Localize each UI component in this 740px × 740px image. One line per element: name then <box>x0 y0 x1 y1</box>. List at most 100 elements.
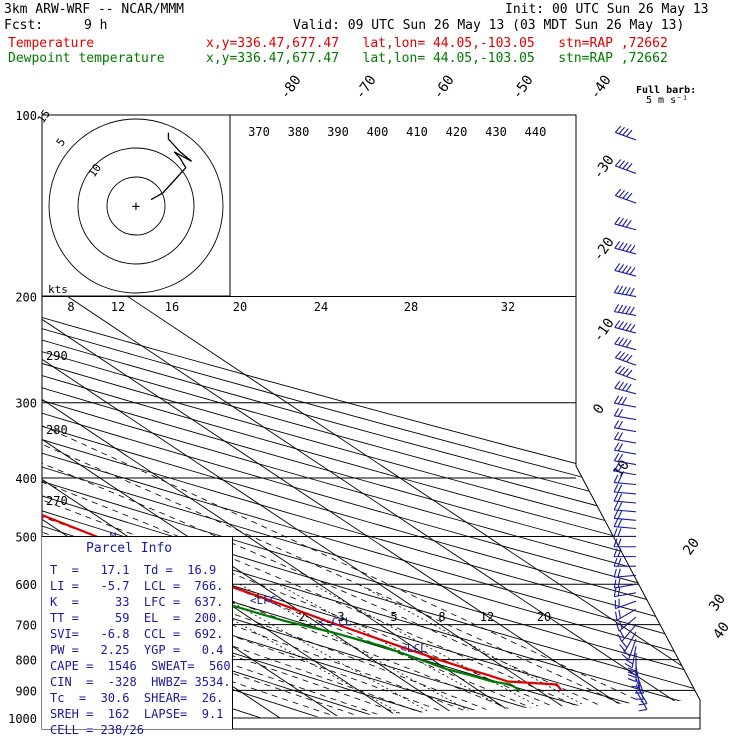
theta-label: 440 <box>525 125 547 139</box>
wind-barb <box>615 616 637 632</box>
dewpoint-profile <box>42 114 521 692</box>
wind-barb-flag <box>622 353 629 361</box>
pressure-tick-label: 900 <box>15 684 37 698</box>
wind-barb-staff <box>624 631 637 652</box>
dry-adiabat-line <box>42 114 700 719</box>
theta-label: 410 <box>406 125 428 139</box>
wind-barb-flag <box>621 322 628 330</box>
isotherm-label: 40 <box>710 619 733 642</box>
wind-barb-staff <box>614 500 637 504</box>
wind-barb-flag <box>624 662 633 669</box>
dry-adiabat-line <box>42 114 502 719</box>
wind-barb <box>614 263 637 277</box>
wind-barb-flag <box>617 578 621 588</box>
wind-barbs <box>613 125 648 712</box>
wind-barb-flag <box>627 678 637 683</box>
wind-barb <box>613 568 637 578</box>
wind-barb-flag <box>617 518 623 528</box>
isotherm-line <box>42 114 700 719</box>
wind-barb-flag <box>614 216 621 225</box>
wind-barb <box>614 380 637 395</box>
wind-barb-staff <box>614 526 637 530</box>
wind-barb <box>613 484 637 495</box>
wind-barb-flag <box>618 190 626 198</box>
wind-barb-staff <box>614 311 637 317</box>
isotherm-label: -50 <box>509 72 537 102</box>
wind-barb-staff <box>635 684 648 704</box>
wind-barb-staff <box>614 326 637 334</box>
wind-barb <box>613 578 637 589</box>
wind-barb-flag <box>619 644 626 652</box>
barb-legend-line1: Full barb: <box>636 85 696 96</box>
isotherm-label: -40 <box>587 72 615 102</box>
wind-barb <box>613 285 637 298</box>
hodograph-ring <box>77 147 195 265</box>
wind-barb-flag <box>638 703 648 706</box>
theta-label: 430 <box>485 125 507 139</box>
wind-barb-staff <box>635 672 645 694</box>
wind-barb-staff <box>614 247 637 255</box>
wind-barb <box>614 240 637 255</box>
wind-barb-flag <box>614 380 621 389</box>
wind-barb-staff <box>616 608 637 621</box>
wind-barb-flag <box>621 382 628 391</box>
parcel-row: LI = -5.7 LCL = 766. <box>50 579 224 593</box>
pressure-tick-label: 1000 <box>8 712 37 726</box>
wind-barb <box>613 538 636 548</box>
wind-barb-flag <box>625 323 632 331</box>
wind-barb-flag <box>622 128 629 136</box>
isotherm-line <box>42 114 700 719</box>
mixing-ratio-label: 20 <box>233 300 247 314</box>
wind-barb-flag <box>617 453 624 462</box>
parcel-row: CIN = -328 HWBZ= 3534. <box>50 675 231 689</box>
parcel-row: CAPE = 1546 SWEAT= 560 <box>50 659 231 673</box>
wind-barb-flag <box>613 431 620 440</box>
wind-barb-staff <box>614 415 637 421</box>
wind-barb-flag <box>625 266 632 274</box>
wind-barb-flag <box>625 383 632 392</box>
wind-barb-flag <box>621 243 628 251</box>
wind-barb-staff <box>614 292 637 298</box>
wind-barb-flag <box>622 368 629 376</box>
wind-barb-flag <box>617 557 622 567</box>
wind-barb-flag <box>617 548 622 557</box>
wind-barb <box>613 501 637 513</box>
wind-barb-flag <box>613 579 617 589</box>
hodograph-ring <box>106 176 166 236</box>
wind-barb-flag <box>618 381 624 390</box>
wind-barb-flag <box>621 640 628 648</box>
wind-barb-staff <box>618 616 637 632</box>
level-marker-lcl: <LCL <box>400 642 427 655</box>
wind-barb-flag <box>625 339 632 348</box>
wind-barb <box>613 587 637 598</box>
wind-barb-flag <box>613 285 620 293</box>
wind-barb <box>627 659 637 683</box>
wind-barb-flag <box>613 518 619 527</box>
dry-adiabat-line <box>42 114 382 719</box>
chart-frame <box>41 114 701 730</box>
hodograph-origin: + <box>132 199 140 215</box>
hodograph-ring <box>48 118 224 294</box>
wind-barb-flag <box>613 408 620 417</box>
wind-barb-flag <box>617 463 624 472</box>
wind-barb <box>613 548 636 558</box>
wind-barb-staff <box>614 223 637 231</box>
theta-label: 390 <box>327 125 349 139</box>
wind-barb-flag <box>625 306 631 314</box>
level-markers: <EL<LFC<-CCL<LCLM <box>110 530 427 655</box>
wind-barb-flag <box>629 324 636 332</box>
wind-barb-flag <box>618 217 624 226</box>
isotherm-label: -30 <box>590 152 618 182</box>
wind-barb-flag <box>629 287 635 296</box>
pressure-tick-label: 200 <box>15 291 37 305</box>
wind-barb-flag <box>618 352 626 360</box>
theta-label: 290 <box>46 349 68 363</box>
theta-label: 400 <box>367 125 389 139</box>
temperature-legend-label: Temperature <box>8 36 95 51</box>
moist-adiabat-line <box>42 296 389 719</box>
wind-barb-flag <box>613 568 617 578</box>
wind-barb-flag <box>617 538 622 547</box>
wind-barb-flag <box>621 396 627 405</box>
wind-barb-flag <box>614 159 622 167</box>
